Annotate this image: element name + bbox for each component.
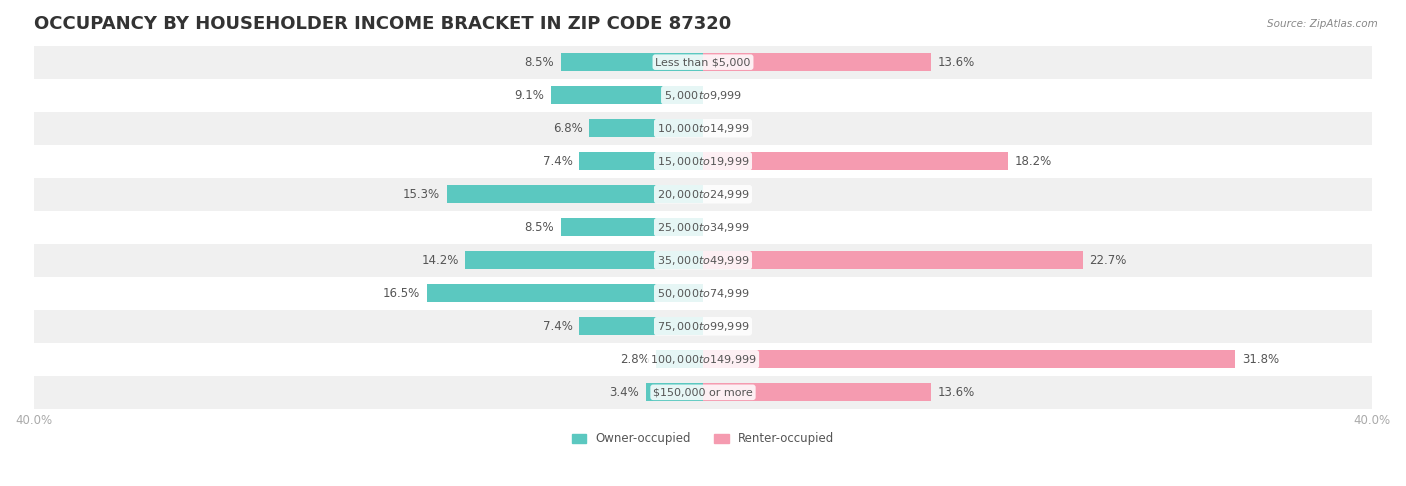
Bar xyxy=(657,350,703,368)
Text: 15.3%: 15.3% xyxy=(404,188,440,201)
Text: 2.8%: 2.8% xyxy=(620,353,650,366)
Text: 18.2%: 18.2% xyxy=(1014,155,1052,168)
Text: $100,000 to $149,999: $100,000 to $149,999 xyxy=(650,353,756,366)
Bar xyxy=(34,244,1372,277)
Text: $15,000 to $19,999: $15,000 to $19,999 xyxy=(657,155,749,168)
Bar xyxy=(551,86,703,104)
Bar xyxy=(447,185,703,203)
Text: 7.4%: 7.4% xyxy=(543,320,572,333)
Bar xyxy=(465,251,703,269)
Bar xyxy=(34,277,1372,310)
Bar xyxy=(34,343,1372,376)
Bar xyxy=(561,218,703,236)
Text: $50,000 to $74,999: $50,000 to $74,999 xyxy=(657,287,749,300)
Text: OCCUPANCY BY HOUSEHOLDER INCOME BRACKET IN ZIP CODE 87320: OCCUPANCY BY HOUSEHOLDER INCOME BRACKET … xyxy=(34,15,731,33)
Text: $35,000 to $49,999: $35,000 to $49,999 xyxy=(657,254,749,267)
Text: 8.5%: 8.5% xyxy=(524,56,554,69)
Text: Source: ZipAtlas.com: Source: ZipAtlas.com xyxy=(1267,19,1378,30)
Text: 13.6%: 13.6% xyxy=(938,56,974,69)
Bar xyxy=(703,152,1008,170)
Bar xyxy=(34,46,1372,79)
Text: 16.5%: 16.5% xyxy=(382,287,420,300)
Text: 13.6%: 13.6% xyxy=(938,386,974,399)
Bar xyxy=(34,79,1372,112)
Bar xyxy=(703,350,1236,368)
Text: 22.7%: 22.7% xyxy=(1090,254,1128,267)
Bar xyxy=(34,310,1372,343)
Text: $20,000 to $24,999: $20,000 to $24,999 xyxy=(657,188,749,201)
Text: 31.8%: 31.8% xyxy=(1241,353,1279,366)
Text: 14.2%: 14.2% xyxy=(422,254,458,267)
Text: 7.4%: 7.4% xyxy=(543,155,572,168)
Bar xyxy=(34,112,1372,145)
Bar xyxy=(561,53,703,71)
Bar xyxy=(34,376,1372,409)
Bar xyxy=(34,211,1372,244)
Text: $10,000 to $14,999: $10,000 to $14,999 xyxy=(657,122,749,135)
Bar xyxy=(34,145,1372,178)
Bar xyxy=(589,119,703,137)
Text: $75,000 to $99,999: $75,000 to $99,999 xyxy=(657,320,749,333)
Text: 8.5%: 8.5% xyxy=(524,221,554,234)
Text: Less than $5,000: Less than $5,000 xyxy=(655,57,751,67)
Legend: Owner-occupied, Renter-occupied: Owner-occupied, Renter-occupied xyxy=(567,428,839,450)
Bar xyxy=(647,383,703,401)
Bar xyxy=(579,152,703,170)
Bar xyxy=(579,317,703,335)
Text: 3.4%: 3.4% xyxy=(610,386,640,399)
Bar xyxy=(34,178,1372,211)
Bar xyxy=(427,284,703,302)
Text: $5,000 to $9,999: $5,000 to $9,999 xyxy=(664,88,742,102)
Bar xyxy=(703,383,931,401)
Bar xyxy=(703,53,931,71)
Text: 6.8%: 6.8% xyxy=(553,122,582,135)
Text: $25,000 to $34,999: $25,000 to $34,999 xyxy=(657,221,749,234)
Text: 9.1%: 9.1% xyxy=(515,88,544,102)
Bar xyxy=(703,251,1083,269)
Text: $150,000 or more: $150,000 or more xyxy=(654,387,752,398)
